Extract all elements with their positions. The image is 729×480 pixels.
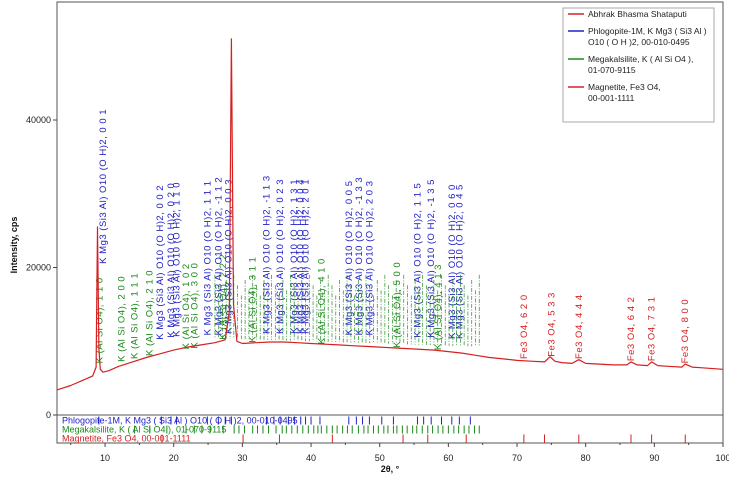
magnetite-peak-label-4: Fe3 O4, 7 3 1	[647, 297, 658, 362]
reference-strip-frame	[56, 414, 724, 444]
magnetite-peak-label-1: Fe3 O4, 5 3 3	[546, 292, 557, 357]
megakalsilite-peak-label-9: K (Al Si O4), 5 0 0	[392, 262, 403, 348]
phlogopite-peak-label-18: K Mg3 (Si3 Al) O10 (O H)2, 0 4 5	[454, 184, 465, 339]
x-tick-label-0: 10	[100, 453, 110, 463]
phlogopite-peak-label-2: K Mg3 (Si3 Al) O10 (O H)2, 0 2 0	[166, 183, 177, 338]
phlogopite-peak-label-8: K Mg3 (Si3 Al) O10 (O H)2, 0 2 3	[275, 179, 286, 334]
phlogopite-peak-label-4: K Mg3 (Si3 Al) O10 (O H)2, 1 1 1	[202, 180, 213, 335]
x-tick-label-2: 30	[237, 453, 247, 463]
magnetite-peak-label-2: Fe3 O4, 4 4 4	[574, 294, 585, 359]
legend-entry-2: Megakalsilite, K ( Al Si O4 ),	[588, 54, 693, 64]
megakalsilite-label-cluster	[214, 274, 480, 347]
y-tick-label-0: 0	[46, 410, 51, 420]
megakalsilite-peak-label-2: K (Al Si O4), 1 1 1	[130, 273, 141, 359]
x-tick-label-7: 80	[581, 453, 591, 463]
x-ticks: 10 20 30 40 50 60 70 80 90 100	[70, 443, 729, 463]
phlogopite-peak-label-1: K Mg3 (Si3 Al) O10 (O H)2, 0 0 2	[155, 185, 166, 340]
megakalsilite-peak-label-10: K (Al Si O4), 4 1 3	[433, 264, 444, 350]
legend-entry-1: O10 ( O H )2, 00-010-0495	[588, 37, 690, 47]
x-tick-label-9: 100	[715, 453, 729, 463]
magnetite-peak-label-3: Fe3 O4, 6 4 2	[626, 297, 637, 362]
y-tick-label-1: 20000	[26, 263, 51, 273]
megakalsilite-peak-label-3: K (Al Si O4), 2 1 0	[145, 270, 156, 356]
reference-strips: Phlogopite-1M, K Mg3 ( Si3 Al ) O10 ( O …	[62, 416, 686, 444]
x-tick-label-3: 40	[306, 453, 316, 463]
phlogopite-peak-label-7: K Mg3 (Si3 Al) O10 (O H)2, -1 1 3	[261, 175, 272, 334]
legend-entry-3: 00-001-1111	[588, 93, 635, 103]
y-tick-label-2: 40000	[26, 115, 51, 125]
phlogopite-peak-label-0: K Mg3 (Si3 Al) O10 (O H)2, 0 0 1	[98, 109, 109, 264]
phlogopite-peak-label-13: K Mg3 (Si3 Al) O10 (O H)2, -1 3 3	[354, 177, 365, 336]
megakalsilite-peak-label-7: K (Al Si O4), 3 1 1	[248, 257, 259, 343]
phlogopite-peak-label-14: K Mg3 (Si3 Al) O10 (O H)2, 2 0 3	[364, 180, 375, 335]
phlogopite-peak-label-10: K Mg3 (Si3 Al) O10 (O H)2, 0 0 4	[296, 179, 307, 334]
legend-entry-2: 01-070-9115	[588, 65, 636, 75]
phlogopite-peak-label-16: K Mg3 (Si3 Al) O10 (O H)2, -1 3 5	[426, 179, 437, 338]
x-tick-label-6: 70	[512, 453, 522, 463]
legend-box	[562, 7, 715, 123]
legend: Abhrak Bhasma Shataputi Phlogopite-1M, K …	[562, 7, 715, 123]
x-tick-label-8: 90	[649, 453, 659, 463]
phlogopite-peak-label-5: K Mg3 (Si3 Al) O10 (O H)2, -1 1 2	[213, 177, 224, 336]
magnetite-peak-label-0: Fe3 O4, 6 2 0	[519, 294, 530, 359]
megakalsilite-peak-label-6: K (Al Si O4), 2 2 2	[218, 254, 229, 340]
x-tick-label-4: 50	[375, 453, 385, 463]
reference-strip-label-1: Megakalsilite, K ( Al Si O4 ), 01-070-91…	[62, 425, 226, 435]
y-axis-title: Intensity, cps	[9, 217, 19, 274]
phlogopite-peak-label-3: K Mg3 (Si3 Al) O10 (O H)2, 1 1 0	[171, 182, 182, 337]
x-tick-label-1: 20	[169, 453, 179, 463]
phlogopite-peak-label-15: K Mg3 (Si3 Al) O10 (O H)2, 1 1 5	[412, 183, 423, 338]
megakalsilite-peak-label-5: K (Al Si O4), 3 0 0	[189, 263, 200, 349]
legend-entry-0: Abhrak Bhasma Shataputi	[588, 9, 687, 19]
reference-strip-label-2: Magnetite, Fe3 O4, 00-001-1111	[62, 434, 191, 444]
megakalsilite-peak-label-4: K (Al Si O4), 1 0 2	[181, 263, 192, 349]
phlogopite-peak-label-12: K Mg3 (Si3 Al) O10 (O H)2, 0 0 5	[344, 180, 355, 335]
magnetite-peak-label-5: Fe3 O4, 8 0 0	[680, 299, 691, 364]
y-ticks: 0 20000 40000	[26, 115, 57, 420]
series-lines	[56, 38, 724, 391]
x-tick-label-5: 60	[443, 453, 453, 463]
megakalsilite-peak-label-0: K (Al Si O4), 1 1 0	[95, 277, 106, 363]
phlogopite-peak-label-9: K Mg3 (Si3 Al) O10 (O H)2, 1 3 1	[289, 179, 300, 334]
phlogopite-peak-label-11: K Mg3 (Si3 Al) O10 (O H)2, 2 0 1	[301, 179, 312, 334]
phlogopite-peak-label-17: K Mg3 (Si3 Al) O10 (O H)2, 0 6 0	[447, 184, 458, 339]
series-line-0	[56, 38, 724, 391]
legend-entry-1: Phlogopite-1M, K Mg3 ( Si3 Al )	[588, 26, 707, 36]
reference-strip-label-0: Phlogopite-1M, K Mg3 ( Si3 Al ) O10 ( O …	[62, 416, 298, 426]
megakalsilite-peak-label-8: K (Al Si O4), 4 1 0	[316, 258, 327, 344]
legend-entry-3: Magnetite, Fe3 O4,	[588, 82, 661, 92]
megakalsilite-peak-label-1: K (Al Si O4), 2 0 0	[117, 276, 128, 362]
x-axis-title: 2θ, °	[381, 464, 400, 474]
